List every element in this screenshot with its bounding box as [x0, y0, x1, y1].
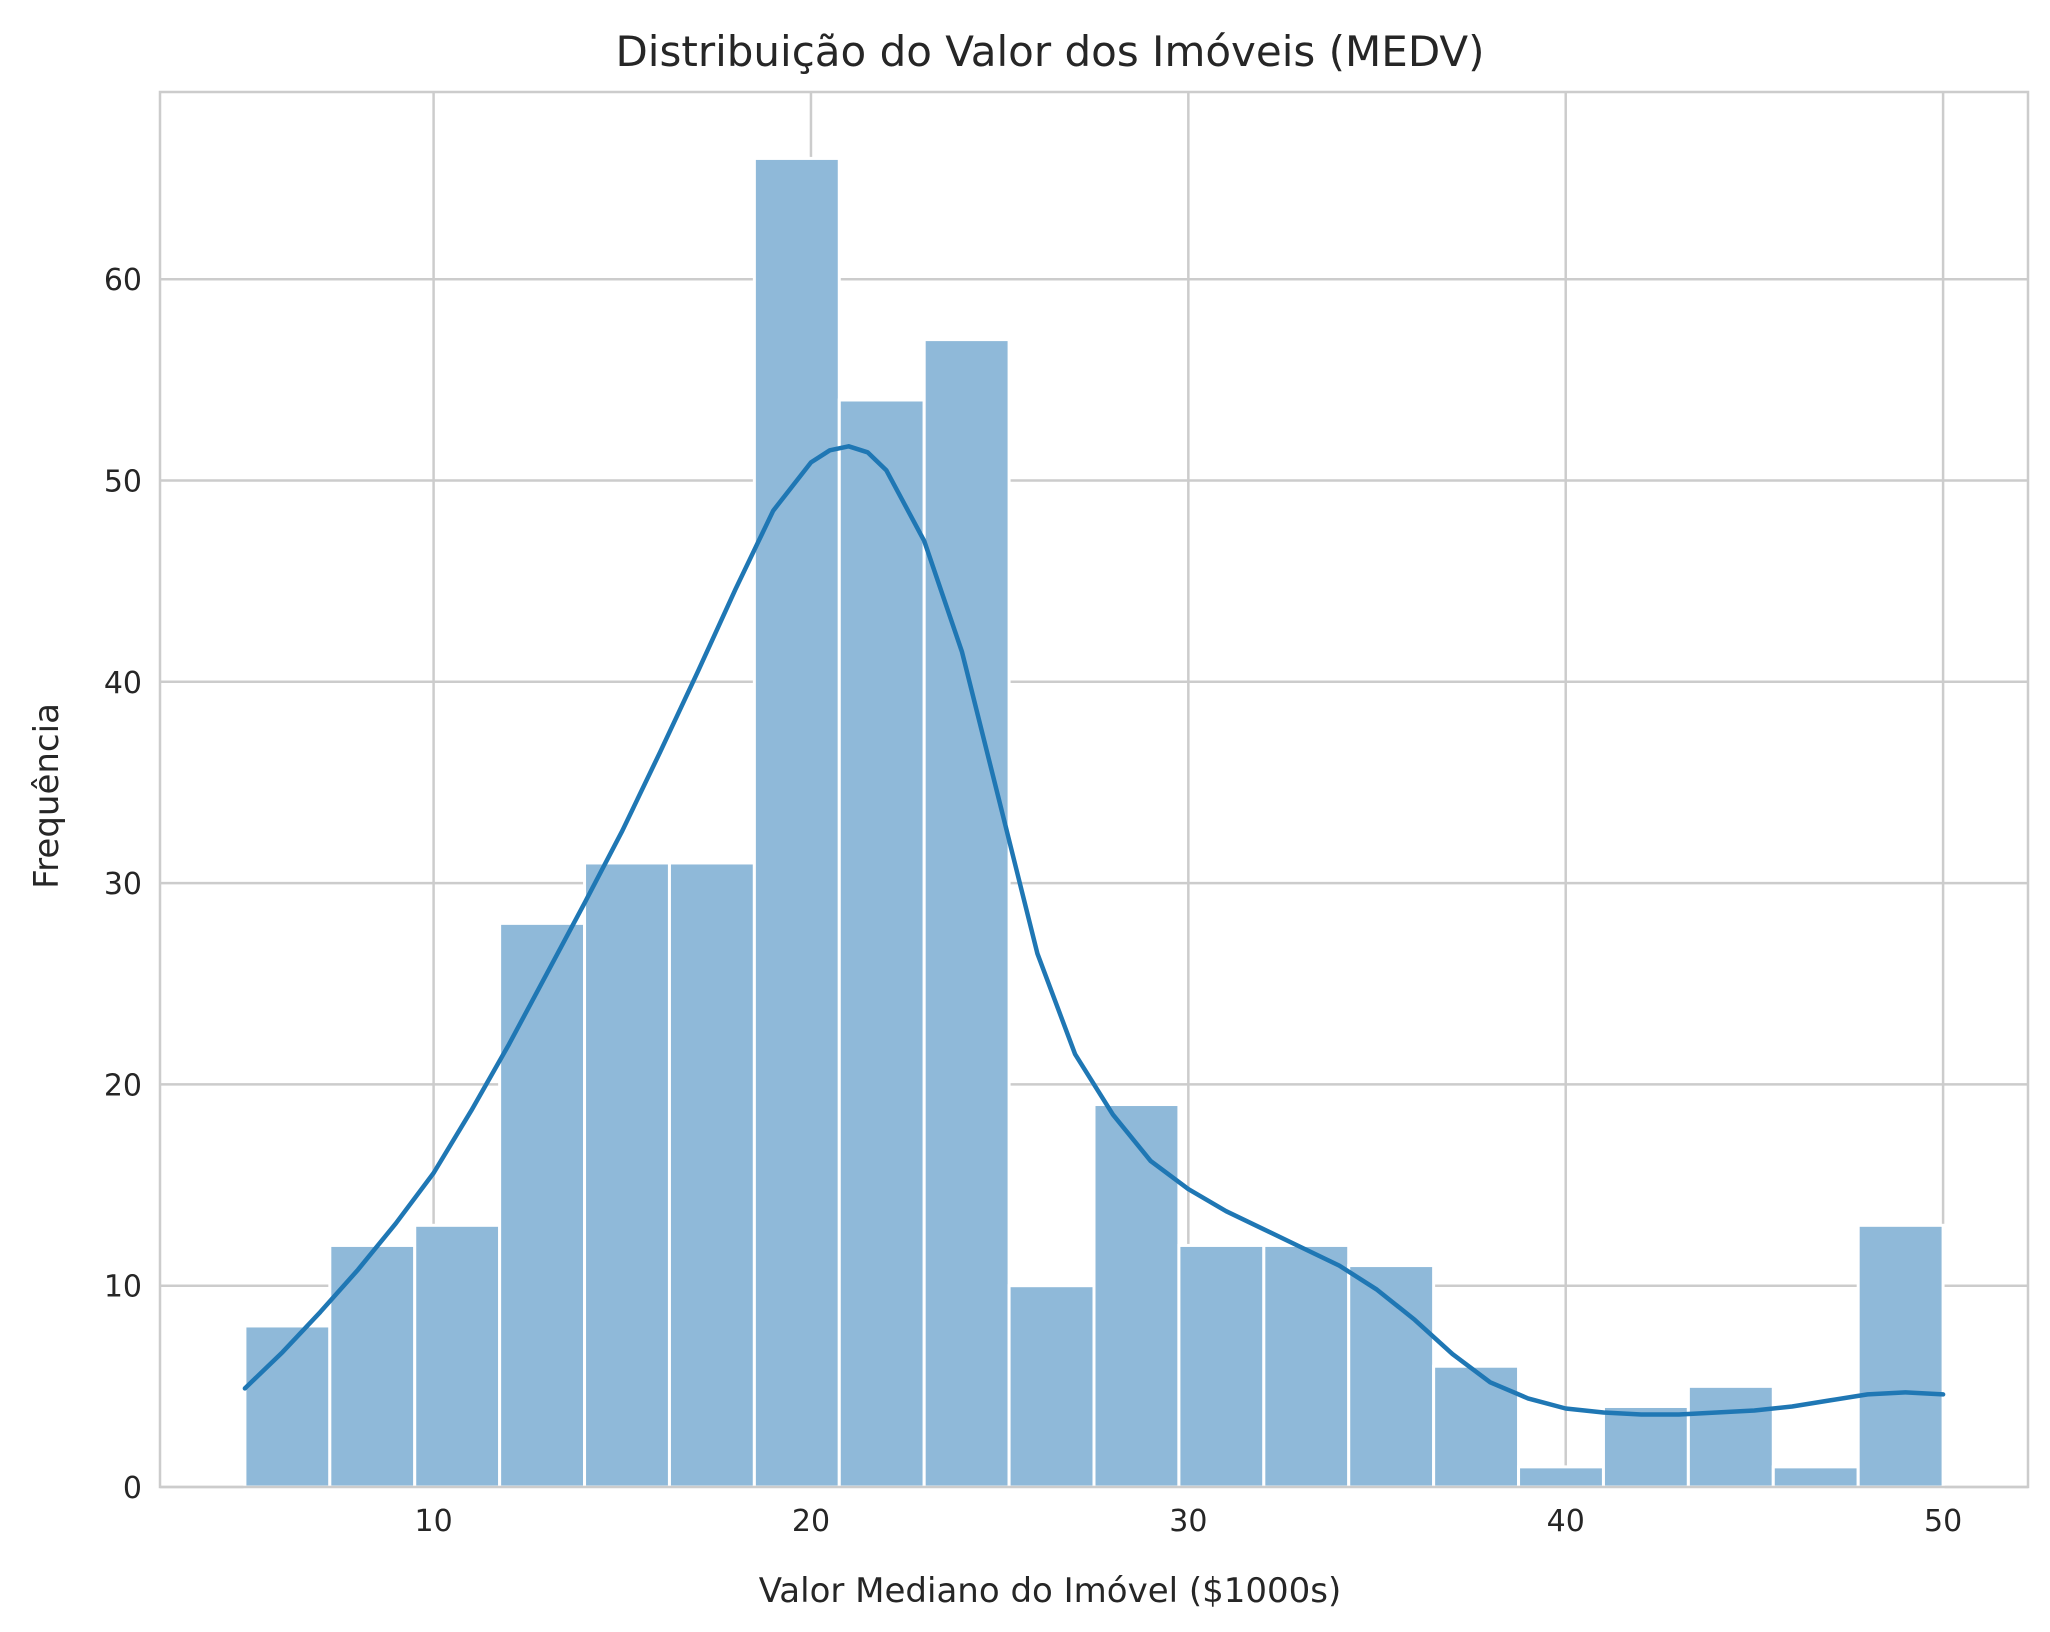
histogram-bar	[1092, 1103, 1181, 1489]
histogram-bar	[922, 338, 1011, 1489]
y-tick-label: 10	[104, 1270, 142, 1305]
histogram-bar	[1517, 1465, 1605, 1489]
x-tick-label: 40	[1547, 1504, 1585, 1539]
y-axis-label: Frequência	[27, 703, 67, 889]
y-tick-label: 60	[104, 263, 142, 298]
x-tick-label: 30	[1169, 1504, 1207, 1539]
y-tick-label: 40	[104, 666, 142, 701]
histogram-bars	[243, 156, 1945, 1489]
y-tick-label: 20	[104, 1068, 142, 1103]
y-tick-label: 50	[104, 465, 142, 500]
histogram-bar	[1601, 1404, 1690, 1489]
y-tick-labels: 0 10 20 30 40 50 60	[104, 263, 142, 1506]
histogram-bar	[498, 921, 587, 1489]
histogram-bar	[1432, 1364, 1521, 1489]
histogram-bar	[243, 1324, 332, 1489]
x-tick-label: 50	[1924, 1504, 1962, 1539]
histogram-bar	[1177, 1243, 1266, 1489]
histogram-bar	[837, 398, 926, 1489]
x-tick-labels: 10 20 30 40 50	[415, 1504, 1963, 1539]
histogram-bar	[583, 861, 671, 1489]
chart-title: Distribuição do Valor dos Imóveis (MEDV)	[615, 27, 1484, 76]
histogram-bar	[752, 156, 841, 1489]
x-axis-label: Valor Mediano do Imóvel ($1000s)	[759, 1571, 1342, 1611]
histogram-bar	[328, 1243, 417, 1489]
histogram-bar	[1856, 1223, 1945, 1489]
y-tick-label: 0	[123, 1471, 142, 1506]
histogram-bar	[413, 1223, 502, 1489]
y-tick-label: 30	[104, 867, 142, 902]
x-tick-label: 20	[792, 1504, 830, 1539]
kde-curve	[242, 444, 1946, 1417]
histogram-bar	[1771, 1465, 1860, 1489]
x-tick-label: 10	[415, 1504, 453, 1539]
histogram-bar	[1007, 1284, 1096, 1489]
histogram-bar	[667, 861, 756, 1489]
plot-frame	[158, 90, 2030, 1489]
histogram-bar	[1686, 1384, 1775, 1489]
histogram-bar	[1262, 1243, 1351, 1489]
